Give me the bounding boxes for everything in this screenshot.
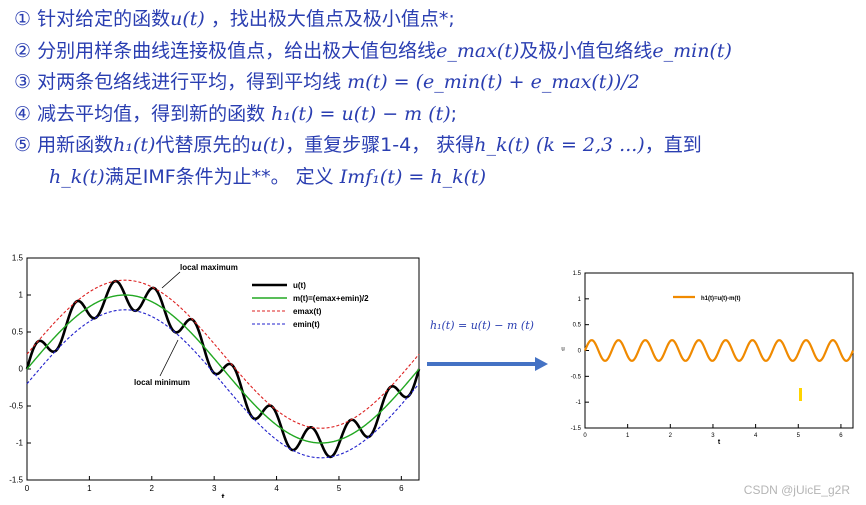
x-tick-label: 2: [150, 484, 155, 493]
arrow-right-icon: [427, 357, 548, 371]
step-text: ;: [450, 102, 458, 125]
y-tick-label: 0: [578, 349, 582, 355]
step-1: ① 针对给定的函数u(t) ，找出极大值点及极小值点*;: [14, 4, 859, 36]
step-2: ② 分别用样条曲线连接极值点，给出极大值包络线e_max(t)及极小值包络线e_…: [14, 36, 859, 68]
y-tick-label: 0.5: [12, 328, 24, 337]
annotation-arrow: [159, 339, 179, 377]
annotation-local-minimum: local minimum: [134, 378, 190, 387]
y-tick-label: -0.5: [571, 374, 582, 380]
y-tick-label: -0.5: [9, 402, 23, 411]
legend-label: h1(t)=u(t)-m(t): [701, 296, 741, 302]
x-tick-label: 6: [839, 433, 843, 439]
y-tick-label: 1.5: [12, 254, 24, 263]
step-math: u(t): [170, 8, 205, 30]
x-tick-label: 3: [711, 433, 715, 439]
step-text: 对两条包络线进行平均，得到平均线: [37, 71, 342, 93]
step-math: u(t): [250, 134, 286, 156]
x-tick-label: 4: [754, 433, 758, 439]
y-tick-label: 0.5: [573, 323, 582, 329]
step-text: ，重复步骤1-4， 获得: [285, 134, 475, 156]
step-text: 代替原先的: [155, 134, 251, 156]
annotation-arrow: [161, 271, 181, 289]
step-num: ④: [14, 102, 32, 125]
h1-result-chart: 0 1 2 3 4 5 6 1.5 1 0.5 0 -0.5 -1 -1.5 t u h1(t)=u(t)-m(…: [561, 271, 855, 446]
y-tick-label: -1: [576, 400, 582, 406]
step-5: ⑤ 用新函数h₁(t)代替原先的u(t)，重复步骤1-4， 获得h_k(t) (…: [14, 130, 859, 162]
y-tick-label: -1.5: [9, 476, 23, 485]
x-tick-label: 1: [87, 484, 92, 493]
arrow-label: h₁(t) = u(t) − m (t): [430, 319, 534, 332]
series-line: [26, 279, 420, 429]
x-tick-label: 1: [626, 433, 630, 439]
x-tick-label: 0: [583, 433, 587, 439]
step-4: ④ 减去平均值，得到新的函数 h₁(t) = u(t) − m (t);: [14, 99, 859, 131]
step-num: ⑤: [14, 134, 32, 156]
step-math: m(t) = (e_min(t) + e_max(t))/2: [347, 71, 640, 93]
y-tick-label: -1.5: [571, 426, 582, 432]
y-tick-label: 0: [19, 365, 24, 374]
step-5-continued: h_k(t)满足IMF条件为止**。 定义 Imf₁(t) = h_k(t): [14, 162, 859, 194]
x-tick-label: 5: [797, 433, 801, 439]
step-math: e_min(t): [652, 39, 732, 62]
step-num: ①: [14, 8, 32, 30]
watermark: CSDN @jUicE_g2R: [743, 483, 850, 497]
step-math: h_k(t): [49, 165, 105, 188]
step-text: 及极小值包络线: [519, 39, 653, 62]
step-text: 用新函数: [37, 134, 114, 156]
legend-label: m(t)=(emax+emin)/2: [293, 294, 369, 303]
y-tick-label: 1: [578, 297, 582, 303]
y-tick-label: -1: [16, 439, 24, 448]
x-tick-label: 4: [274, 484, 279, 493]
annotation-local-maximum: local maximum: [180, 263, 238, 272]
x-tick-label: 6: [399, 484, 404, 493]
x-tick-label: 0: [25, 484, 30, 493]
step-num: ②: [14, 39, 32, 62]
step-text: 满足IMF条件为止**。 定义: [104, 165, 340, 188]
step-text: 减去平均值，得到新的函数: [37, 102, 272, 125]
step-math: h₁(t) = u(t) − m (t): [271, 102, 451, 125]
step-math: h₁(t): [113, 134, 156, 156]
series-line: [583, 339, 855, 362]
x-tick-label: 2: [669, 433, 673, 439]
yellow-marker: [799, 388, 802, 401]
y-axis-label: u: [561, 347, 564, 353]
legend-label: emin(t): [293, 320, 320, 329]
step-text: 针对给定的函数: [37, 8, 171, 30]
series-line: [26, 309, 420, 459]
step-num: ③: [14, 71, 32, 93]
step-math: h_k(t) (k = 2,3 ...): [474, 134, 645, 156]
y-tick-label: 1.5: [573, 271, 582, 277]
y-tick-label: 1: [19, 291, 24, 300]
series-line: [26, 294, 420, 444]
step-text: 分别用样条曲线连接极值点，给出极大值包络线: [37, 39, 437, 62]
emd-sifting-chart: 0 1 2 3 4 5 6 1.5 1 0.5 0 -0.5 -1 -1.5 t u(t) m(t)=(emax…: [9, 254, 421, 498]
x-tick-label: 5: [337, 484, 342, 493]
step-3: ③ 对两条包络线进行平均，得到平均线 m(t) = (e_min(t) + e_…: [14, 67, 859, 99]
step-math: Imf₁(t) = h_k(t): [339, 165, 487, 188]
legend-label: u(t): [293, 281, 306, 290]
steps-list: ① 针对给定的函数u(t) ，找出极大值点及极小值点*; ② 分别用样条曲线连接…: [14, 4, 859, 193]
x-tick-label: 3: [212, 484, 217, 493]
x-axis-label: t: [222, 492, 225, 498]
step-math: e_max(t): [436, 39, 520, 62]
x-axis-label: t: [718, 439, 721, 446]
step-text: ，直到: [644, 134, 702, 156]
step-text: ，找出极大值点及极小值点*;: [204, 8, 455, 30]
legend-label: emax(t): [293, 307, 322, 316]
